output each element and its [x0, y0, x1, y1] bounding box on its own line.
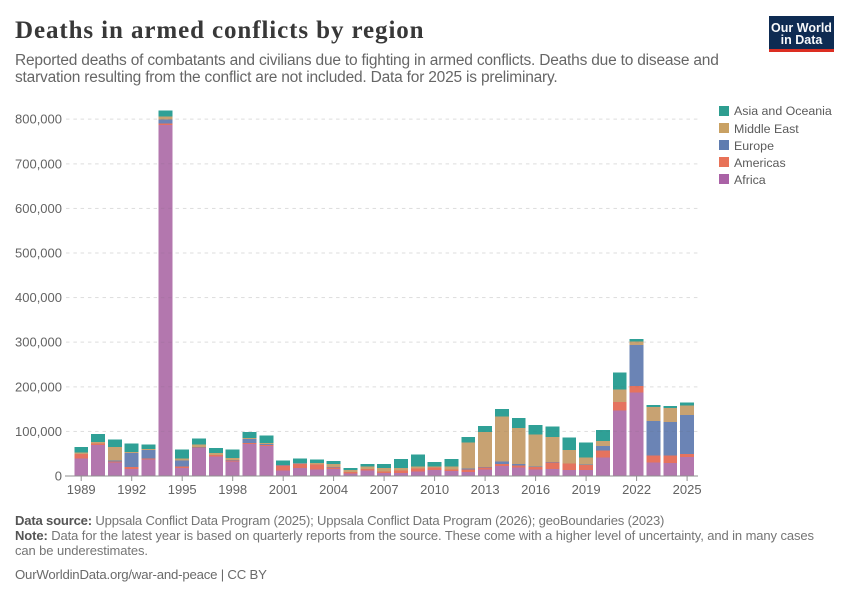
- svg-text:100,000: 100,000: [15, 424, 62, 439]
- svg-text:400,000: 400,000: [15, 290, 62, 305]
- svg-text:1995: 1995: [168, 482, 197, 497]
- svg-text:500,000: 500,000: [15, 246, 62, 261]
- svg-text:600,000: 600,000: [15, 201, 62, 216]
- svg-text:0: 0: [55, 469, 62, 484]
- svg-text:2007: 2007: [370, 482, 399, 497]
- svg-text:2025: 2025: [673, 482, 702, 497]
- svg-text:2019: 2019: [572, 482, 601, 497]
- svg-text:2001: 2001: [269, 482, 298, 497]
- svg-text:300,000: 300,000: [15, 335, 62, 350]
- svg-text:2013: 2013: [471, 482, 500, 497]
- svg-text:200,000: 200,000: [15, 379, 62, 394]
- svg-text:800,000: 800,000: [15, 112, 62, 127]
- svg-text:2010: 2010: [420, 482, 449, 497]
- svg-text:2022: 2022: [622, 482, 651, 497]
- svg-text:2016: 2016: [521, 482, 550, 497]
- svg-text:1989: 1989: [67, 482, 96, 497]
- svg-text:2004: 2004: [319, 482, 348, 497]
- svg-text:1992: 1992: [117, 482, 146, 497]
- svg-text:1998: 1998: [218, 482, 247, 497]
- svg-text:700,000: 700,000: [15, 156, 62, 171]
